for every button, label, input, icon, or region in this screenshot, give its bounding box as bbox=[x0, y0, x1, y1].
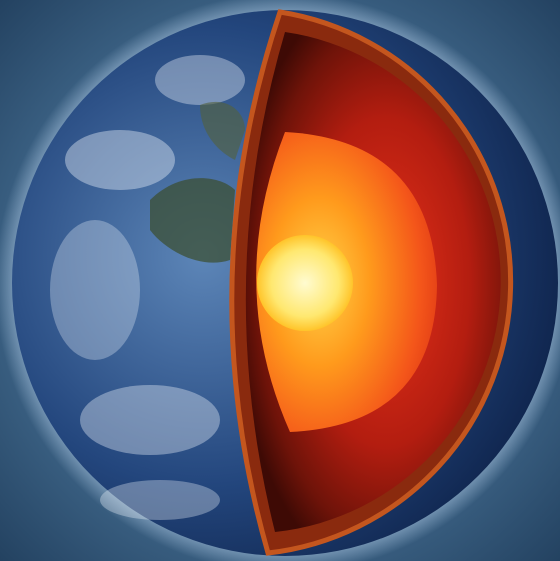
landmass bbox=[150, 178, 235, 263]
landmass bbox=[200, 101, 245, 160]
clouds bbox=[50, 55, 245, 520]
inner-core bbox=[257, 235, 353, 331]
